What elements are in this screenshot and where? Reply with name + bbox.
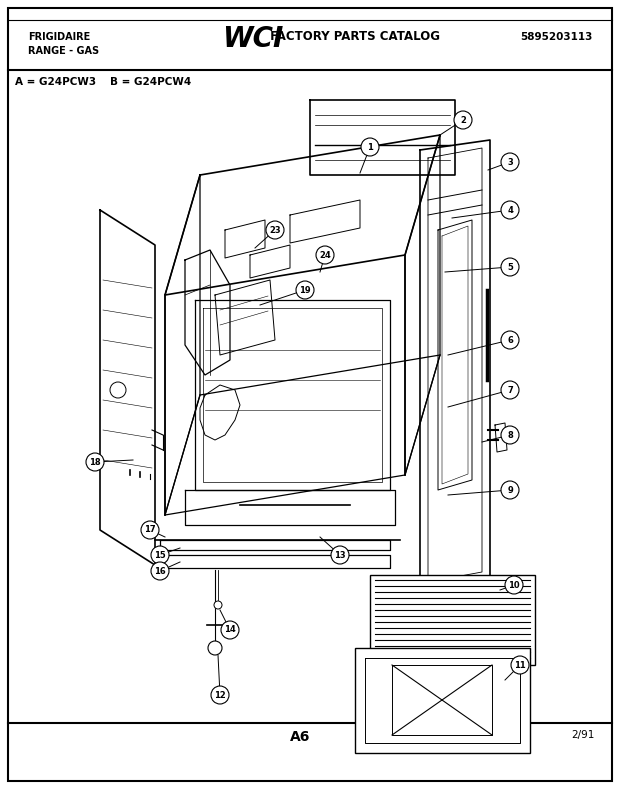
Text: 8: 8: [507, 431, 513, 439]
Text: 10: 10: [508, 581, 520, 589]
Circle shape: [110, 382, 126, 398]
Text: 1: 1: [367, 143, 373, 151]
Circle shape: [511, 656, 529, 674]
Text: 2: 2: [460, 115, 466, 125]
Circle shape: [501, 153, 519, 171]
Text: 3: 3: [507, 158, 513, 166]
Circle shape: [505, 576, 523, 594]
Text: 14: 14: [224, 626, 236, 634]
Text: 5895203113: 5895203113: [520, 32, 592, 42]
Text: 17: 17: [144, 525, 156, 534]
Text: 23: 23: [269, 226, 281, 234]
Circle shape: [214, 601, 222, 609]
Bar: [370, 575, 535, 665]
Text: 11: 11: [514, 660, 526, 670]
Text: 12: 12: [214, 690, 226, 700]
Circle shape: [331, 546, 349, 564]
Text: 9: 9: [507, 485, 513, 495]
Circle shape: [221, 621, 239, 639]
Text: 19: 19: [299, 286, 311, 294]
Text: 7: 7: [507, 386, 513, 394]
Text: 16: 16: [154, 567, 166, 575]
Circle shape: [208, 641, 222, 655]
Circle shape: [151, 562, 169, 580]
Circle shape: [316, 246, 334, 264]
Text: 4: 4: [507, 205, 513, 215]
Circle shape: [86, 453, 104, 471]
Circle shape: [454, 111, 472, 129]
Text: WCI: WCI: [222, 25, 283, 53]
Circle shape: [361, 138, 379, 156]
Text: FACTORY PARTS CATALOG: FACTORY PARTS CATALOG: [266, 30, 440, 43]
Circle shape: [501, 481, 519, 499]
Circle shape: [211, 686, 229, 704]
Text: 5: 5: [507, 263, 513, 271]
Circle shape: [501, 258, 519, 276]
Text: FRIGIDAIRE: FRIGIDAIRE: [28, 32, 91, 42]
Text: 13: 13: [334, 551, 346, 559]
Circle shape: [501, 201, 519, 219]
Text: B = G24PCW4: B = G24PCW4: [110, 77, 191, 87]
Circle shape: [501, 426, 519, 444]
Text: A6: A6: [290, 730, 310, 744]
Text: A = G24PCW3: A = G24PCW3: [15, 77, 96, 87]
Circle shape: [266, 221, 284, 239]
Bar: [355, 648, 530, 753]
Text: 2/91: 2/91: [572, 730, 595, 740]
Circle shape: [501, 381, 519, 399]
Circle shape: [296, 281, 314, 299]
Circle shape: [141, 521, 159, 539]
Circle shape: [151, 546, 169, 564]
Text: RANGE - GAS: RANGE - GAS: [28, 46, 99, 56]
Text: 15: 15: [154, 551, 166, 559]
Text: 0256: 0256: [500, 660, 526, 670]
Text: 24: 24: [319, 250, 331, 260]
Circle shape: [501, 331, 519, 349]
Text: 18: 18: [89, 458, 101, 466]
Text: 6: 6: [507, 335, 513, 345]
